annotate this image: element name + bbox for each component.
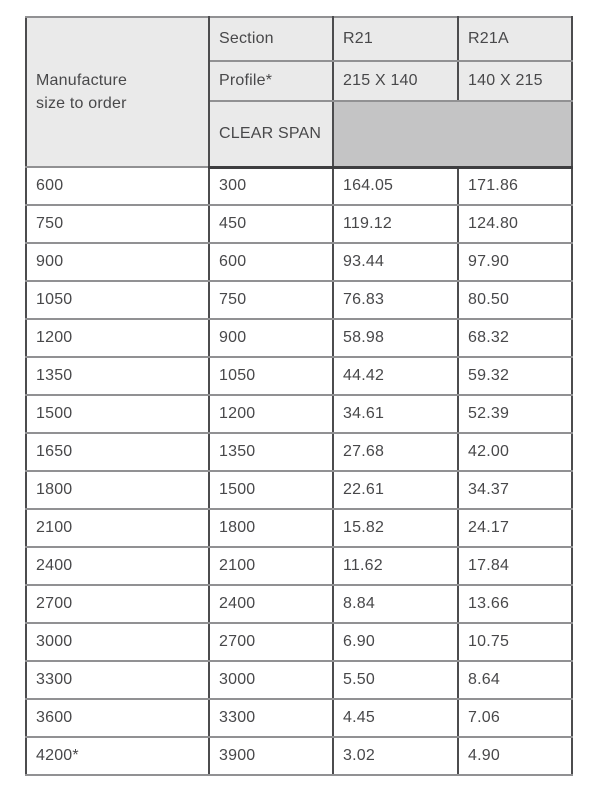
cell-manufacture-size: 4200* — [25, 736, 210, 776]
clear-span-table: Manufacture size to order Section R21 R2… — [25, 16, 573, 776]
cell-manufacture-size: 1800 — [25, 470, 210, 510]
cell-r21-value: 3.02 — [332, 736, 459, 776]
cell-r21a-value: 68.32 — [457, 318, 573, 358]
cell-r21a-value: 124.80 — [457, 204, 573, 244]
cell-r21-value: 8.84 — [332, 584, 459, 624]
cell-r21-value: 119.12 — [332, 204, 459, 244]
header-profile-label: Profile* — [208, 60, 334, 102]
cell-r21a-value: 17.84 — [457, 546, 573, 586]
cell-r21a-value: 8.64 — [457, 660, 573, 700]
cell-manufacture-size: 2400 — [25, 546, 210, 586]
table-row: 1800 1500 22.61 34.37 — [25, 470, 573, 510]
table-row: 3000 2700 6.90 10.75 — [25, 622, 573, 662]
header-col-r21a: R21A — [457, 16, 573, 62]
table-row: 3600 3300 4.45 7.06 — [25, 698, 573, 738]
table-row: 1200 900 58.98 68.32 — [25, 318, 573, 358]
cell-manufacture-size: 2700 — [25, 584, 210, 624]
cell-r21a-value: 13.66 — [457, 584, 573, 624]
cell-manufacture-size: 3000 — [25, 622, 210, 662]
table-body: Manufacture size to order Section R21 R2… — [25, 16, 573, 776]
table-row: 1500 1200 34.61 52.39 — [25, 394, 573, 434]
cell-r21-value: 5.50 — [332, 660, 459, 700]
cell-clear-span-value: 2700 — [208, 622, 334, 662]
cell-manufacture-size: 900 — [25, 242, 210, 282]
cell-r21-value: 27.68 — [332, 432, 459, 472]
corner-header-line2: size to order — [36, 95, 127, 112]
cell-clear-span-value: 300 — [208, 166, 334, 206]
cell-clear-span-value: 1500 — [208, 470, 334, 510]
corner-header-line1: Manufacture — [36, 71, 128, 89]
header-row-section: Manufacture size to order Section R21 R2… — [25, 16, 573, 168]
cell-r21-value: 6.90 — [332, 622, 459, 662]
cell-r21a-value: 52.39 — [457, 394, 573, 434]
cell-r21-value: 58.98 — [332, 318, 459, 358]
cell-r21-value: 34.61 — [332, 394, 459, 434]
cell-clear-span-value: 1350 — [208, 432, 334, 472]
cell-r21-value: 44.42 — [332, 356, 459, 396]
cell-r21a-value: 10.75 — [457, 622, 573, 662]
cell-clear-span-value: 600 — [208, 242, 334, 282]
cell-clear-span-value: 2100 — [208, 546, 334, 586]
cell-clear-span-value: 2400 — [208, 584, 334, 624]
cell-r21a-value: 80.50 — [457, 280, 573, 320]
table-row: 600 300 164.05 171.86 — [25, 166, 573, 206]
cell-manufacture-size: 3300 — [25, 660, 210, 700]
cell-r21-value: 164.05 — [332, 166, 459, 206]
cell-clear-span-value: 900 — [208, 318, 334, 358]
cell-manufacture-size: 1200 — [25, 318, 210, 358]
table-row: 3300 3000 5.50 8.64 — [25, 660, 573, 700]
header-row-clear-span: CLEAR SPAN — [26, 100, 573, 169]
table-row: 1050 750 76.83 80.50 — [25, 280, 573, 320]
cell-clear-span-value: 750 — [208, 280, 334, 320]
cell-clear-span-value: 3000 — [208, 660, 334, 700]
cell-r21-value: 15.82 — [332, 508, 459, 548]
table-row: 750 450 119.12 124.80 — [25, 204, 573, 244]
cell-r21-value: 76.83 — [332, 280, 459, 320]
header-clear-span-label: CLEAR SPAN — [208, 100, 334, 169]
corner-header-cell: Manufacture size to order — [25, 16, 210, 168]
cell-manufacture-size: 1050 — [25, 280, 210, 320]
cell-manufacture-size: 1350 — [25, 356, 210, 396]
cell-r21a-value: 59.32 — [457, 356, 573, 396]
table-row: 2400 2100 11.62 17.84 — [25, 546, 573, 586]
table-row: 2100 1800 15.82 24.17 — [25, 508, 573, 548]
cell-clear-span-value: 1200 — [208, 394, 334, 434]
cell-clear-span-value: 1050 — [208, 356, 334, 396]
cell-clear-span-value: 1800 — [208, 508, 334, 548]
cell-clear-span-value: 3900 — [208, 736, 334, 776]
header-r21-profile: 215 X 140 — [332, 60, 459, 102]
table-row: 1650 1350 27.68 42.00 — [25, 432, 573, 472]
cell-r21-value: 22.61 — [332, 470, 459, 510]
header-section-label: Section — [208, 16, 334, 62]
cell-manufacture-size: 1650 — [25, 432, 210, 472]
header-row-profile: Profile* 215 X 140 140 X 215 — [26, 60, 573, 102]
table-row: 2700 2400 8.84 13.66 — [25, 584, 573, 624]
cell-manufacture-size: 3600 — [25, 698, 210, 738]
cell-r21a-value: 42.00 — [457, 432, 573, 472]
cell-r21a-value: 24.17 — [457, 508, 573, 548]
header-col-r21: R21 — [332, 16, 459, 62]
cell-manufacture-size: 750 — [25, 204, 210, 244]
cell-r21-value: 4.45 — [332, 698, 459, 738]
table-row: 1350 1050 44.42 59.32 — [25, 356, 573, 396]
cell-r21a-value: 4.90 — [457, 736, 573, 776]
cell-clear-span-value: 3300 — [208, 698, 334, 738]
cell-r21a-value: 7.06 — [457, 698, 573, 738]
cell-clear-span-value: 450 — [208, 204, 334, 244]
header-r21a-profile: 140 X 215 — [457, 60, 573, 102]
merged-gray-cell — [332, 100, 573, 169]
cell-r21a-value: 171.86 — [457, 166, 573, 206]
cell-r21a-value: 34.37 — [457, 470, 573, 510]
table-row: 900 600 93.44 97.90 — [25, 242, 573, 282]
table-row: 4200* 3900 3.02 4.90 — [25, 736, 573, 776]
cell-manufacture-size: 1500 — [25, 394, 210, 434]
cell-r21a-value: 97.90 — [457, 242, 573, 282]
cell-r21-value: 93.44 — [332, 242, 459, 282]
cell-r21-value: 11.62 — [332, 546, 459, 586]
cell-manufacture-size: 2100 — [25, 508, 210, 548]
cell-manufacture-size: 600 — [25, 166, 210, 206]
